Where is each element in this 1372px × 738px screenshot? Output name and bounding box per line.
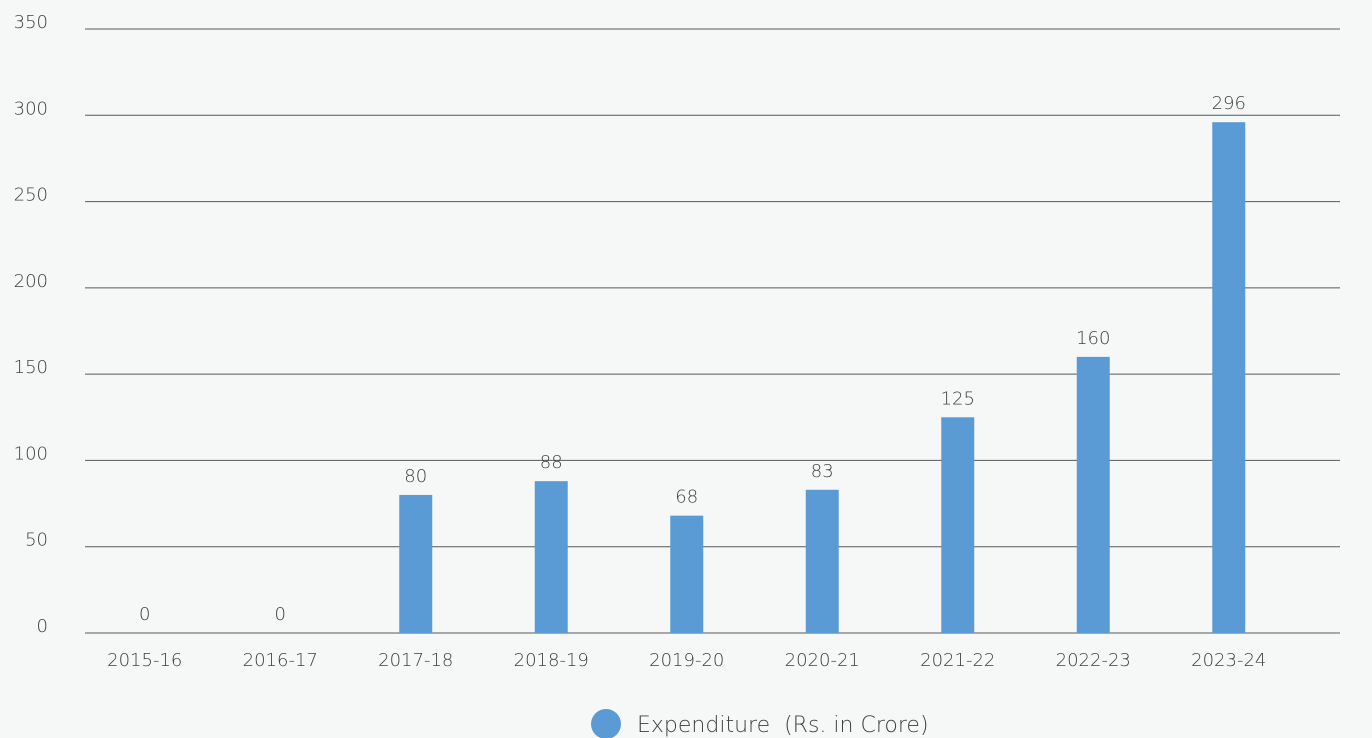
bar — [1212, 122, 1246, 633]
y-tick-label: 300 — [14, 98, 48, 119]
bar — [534, 481, 568, 633]
value-label: 68 — [675, 487, 698, 508]
legend-marker — [591, 709, 621, 738]
bar — [805, 489, 839, 633]
value-label: 88 — [540, 452, 563, 473]
y-tick-label: 250 — [14, 185, 48, 206]
x-tick-label: 2019-20 — [649, 650, 724, 671]
x-tick-label: 2022-23 — [1056, 650, 1131, 671]
value-label: 83 — [811, 461, 834, 482]
value-label: 0 — [139, 604, 150, 625]
value-label: 160 — [1076, 328, 1110, 349]
x-tick-label: 2015-16 — [107, 650, 182, 671]
y-tick-label: 100 — [14, 443, 48, 464]
x-tick-label: 2018-19 — [514, 650, 589, 671]
bar — [399, 494, 433, 633]
bar — [941, 417, 975, 633]
x-tick-label: 2023-24 — [1191, 650, 1266, 671]
y-tick-label: 0 — [37, 616, 48, 637]
value-label: 0 — [275, 604, 286, 625]
value-label: 80 — [404, 466, 427, 487]
bar — [670, 515, 704, 633]
value-label: 125 — [941, 388, 975, 409]
y-tick-label: 150 — [14, 357, 48, 378]
x-tick-label: 2017-18 — [378, 650, 453, 671]
x-tick-label: 2016-17 — [243, 650, 318, 671]
y-tick-label: 350 — [14, 12, 48, 33]
y-tick-label: 50 — [25, 530, 48, 551]
bar — [1076, 356, 1110, 633]
y-tick-label: 200 — [14, 271, 48, 292]
legend-text: Expenditure (Rs. in Crore) — [637, 713, 929, 738]
value-label: 296 — [1212, 93, 1246, 114]
x-tick-label: 2020-21 — [785, 650, 860, 671]
x-tick-label: 2021-22 — [920, 650, 995, 671]
